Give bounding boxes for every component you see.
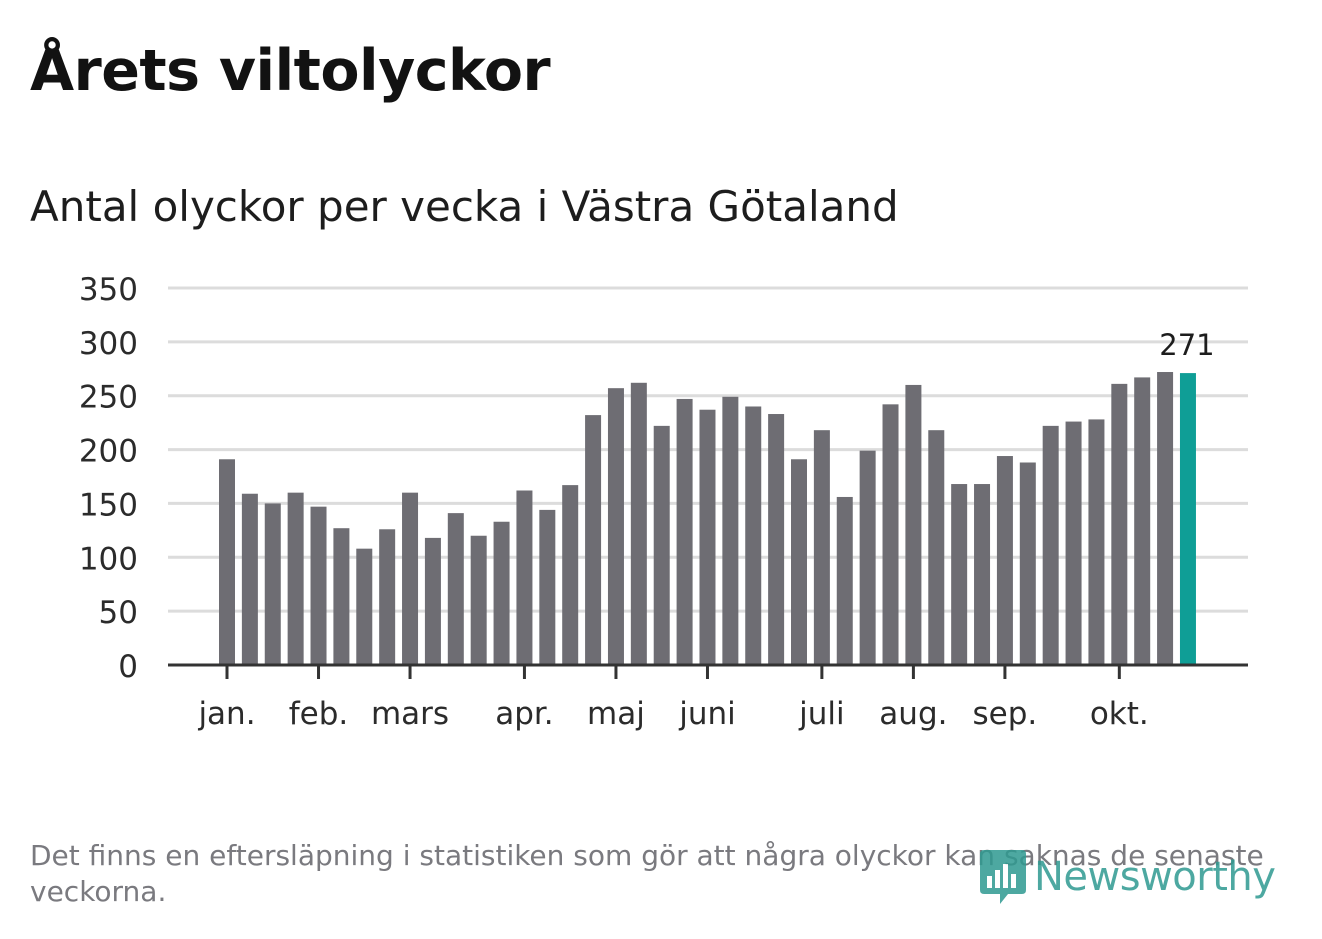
bar [516, 490, 533, 665]
bar [1019, 462, 1036, 665]
bar [745, 406, 762, 665]
y-tick-label: 50 [99, 595, 138, 631]
bar [1042, 425, 1059, 665]
x-tick-label: feb. [289, 696, 349, 732]
bar [493, 521, 510, 665]
data-labels: 271 [1159, 328, 1214, 362]
x-tick-label: aug. [879, 696, 947, 732]
bar [996, 456, 1013, 665]
bar [607, 388, 624, 665]
bar [310, 506, 327, 665]
chart-subtitle: Antal olyckor per vecka i Västra Götalan… [30, 182, 899, 231]
y-tick-label: 200 [79, 434, 138, 470]
bar-chart-speech-bubble-icon [980, 850, 1026, 904]
bar [928, 430, 945, 665]
bar [424, 537, 441, 665]
bar [653, 425, 670, 665]
footnote: Det finns en eftersläpning i statistiken… [30, 839, 1264, 908]
bar [1157, 372, 1174, 665]
bar [470, 535, 487, 665]
bar [676, 398, 693, 665]
bar [813, 430, 830, 665]
x-tick-label: okt. [1090, 696, 1149, 732]
bar [287, 492, 304, 665]
x-tick-label: apr. [495, 696, 553, 732]
chart-title: Årets viltolyckor [30, 38, 551, 104]
bar [882, 404, 899, 665]
bar [905, 384, 922, 665]
logo-text: Newsworthy [1034, 854, 1276, 900]
bar [630, 382, 647, 665]
bar [219, 459, 235, 665]
bar [539, 509, 556, 665]
bar [585, 415, 602, 665]
bar [356, 548, 373, 665]
x-tick-label: juli [798, 696, 845, 732]
x-tick-label: maj [587, 696, 645, 732]
y-tick-label: 350 [79, 272, 138, 308]
y-tick-label: 100 [79, 541, 138, 577]
highlight-data-label: 271 [1159, 328, 1214, 362]
bar [402, 492, 419, 665]
bar [562, 485, 579, 665]
bars [219, 372, 1196, 665]
x-tick-label: juni [678, 696, 736, 732]
bar [264, 503, 281, 665]
y-tick-label: 300 [79, 326, 138, 362]
x-tick-label: sep. [973, 696, 1038, 732]
bar [333, 528, 350, 665]
y-tick-label: 0 [118, 649, 138, 685]
bar [699, 409, 716, 665]
y-axis-ticks: 0 50 100 150 200 250 300 350 [79, 272, 138, 685]
bar-chart: 0 50 100 150 200 250 300 350 jan. feb. mars apr. ma… [79, 272, 1248, 732]
y-tick-label: 250 [79, 380, 138, 416]
bar [1134, 377, 1151, 665]
y-tick-label: 150 [79, 487, 138, 523]
bar [768, 414, 785, 665]
bar [974, 484, 991, 665]
bar [379, 529, 396, 665]
newsworthy-logo: Newsworthy [978, 846, 1276, 908]
bar [836, 496, 853, 665]
bar [1111, 383, 1128, 665]
bar [951, 484, 968, 665]
x-tick-label: jan. [197, 696, 255, 732]
bar-highlight [1179, 373, 1196, 665]
bar [791, 459, 807, 665]
bar [1088, 419, 1105, 665]
x-tick-label: mars [371, 696, 449, 732]
bar [1065, 421, 1082, 665]
bar [722, 396, 739, 665]
x-axis: jan. feb. mars apr. maj juni juli aug. sep. okt. [168, 663, 1248, 732]
bar [241, 493, 258, 665]
bar [859, 450, 876, 665]
bar [447, 513, 464, 665]
